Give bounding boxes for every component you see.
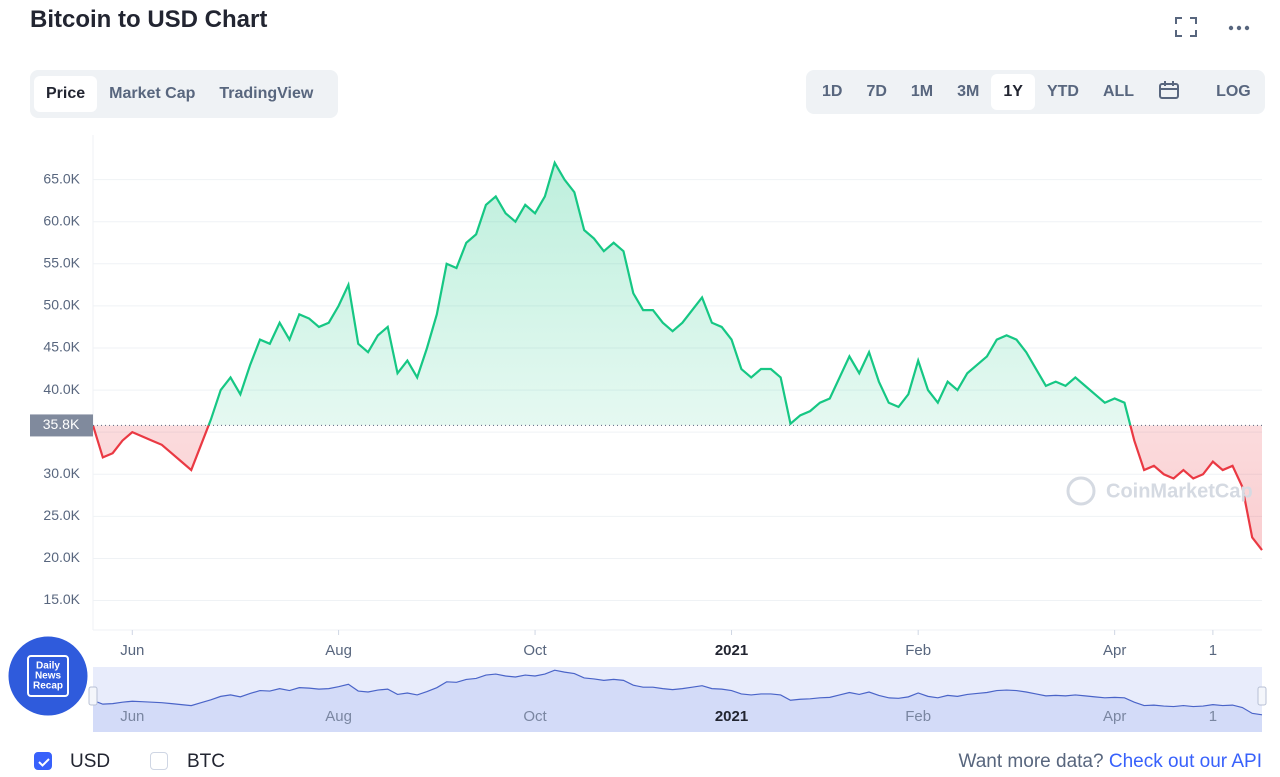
footer: Want more data? Check out our API bbox=[959, 751, 1262, 773]
x-tick-label: 2021 bbox=[715, 642, 748, 659]
range-button[interactable]: 7D bbox=[866, 83, 887, 100]
api-link[interactable]: Check out our API bbox=[1108, 751, 1262, 772]
y-tick-label: 45.0K bbox=[43, 339, 80, 355]
navigator-x-label: Apr bbox=[1103, 708, 1126, 725]
area-up bbox=[208, 162, 1131, 426]
y-tick-label: 25.0K bbox=[43, 507, 80, 523]
tab[interactable]: Market Cap bbox=[109, 85, 196, 102]
btc-label: BTC bbox=[187, 751, 225, 772]
x-tick-label: Feb bbox=[905, 642, 931, 659]
navigator-line bbox=[92, 669, 1263, 716]
badge-text: Daily bbox=[36, 661, 60, 672]
navigator-x-label: 2021 bbox=[715, 708, 748, 725]
y-tick-label: 30.0K bbox=[43, 465, 80, 481]
x-tick-label: Apr bbox=[1103, 642, 1126, 659]
navigator-x-label: 1 bbox=[1209, 708, 1217, 725]
y-tick-label: 50.0K bbox=[43, 297, 80, 313]
usd-checkbox[interactable] bbox=[34, 752, 52, 770]
page-title: Bitcoin to USD Chart bbox=[30, 6, 268, 33]
x-tick-label: Oct bbox=[523, 642, 547, 659]
range-button[interactable]: 3M bbox=[957, 83, 980, 100]
range-button[interactable]: YTD bbox=[1046, 83, 1079, 100]
badge-screen bbox=[27, 655, 69, 697]
tab-group: Price Market Cap TradingView bbox=[30, 70, 338, 118]
y-tick-label: 40.0K bbox=[43, 381, 80, 397]
badge-circle bbox=[5, 633, 91, 719]
reference-box bbox=[30, 414, 93, 437]
range-button[interactable]: 1D bbox=[822, 83, 843, 100]
navigator-area bbox=[93, 670, 1262, 732]
y-tick-label: 55.0K bbox=[43, 255, 80, 271]
badge-text: Recap bbox=[33, 681, 63, 692]
badge-text: News bbox=[35, 671, 62, 682]
navigator-x-label: Feb bbox=[905, 708, 931, 725]
watermark: CoinMarketCap bbox=[1106, 480, 1253, 502]
calendar-button[interactable] bbox=[1146, 71, 1192, 114]
x-tick-label: 1 bbox=[1209, 642, 1217, 659]
tab[interactable]: TradingView bbox=[219, 85, 314, 102]
y-tick-label: 60.0K bbox=[43, 212, 80, 228]
log-button[interactable]: LOG bbox=[1216, 83, 1251, 100]
range-group: 1D 7D 1M 3M 1Y YTD ALL LOG bbox=[806, 70, 1265, 114]
range-button[interactable]: 1M bbox=[910, 83, 934, 100]
range-button[interactable]: 1Y bbox=[991, 74, 1035, 110]
y-tick-label: 20.0K bbox=[43, 549, 80, 565]
reference-label: 35.8K bbox=[43, 416, 80, 432]
btc-checkbox[interactable] bbox=[150, 752, 168, 770]
area-down bbox=[93, 425, 1262, 551]
navigator-handle-right[interactable] bbox=[1257, 686, 1267, 706]
navigator-x-label: Jun bbox=[120, 708, 144, 725]
tab[interactable]: Price bbox=[34, 76, 98, 112]
navigator-handle-left[interactable] bbox=[88, 686, 98, 706]
x-tick-label: Aug bbox=[325, 642, 352, 659]
price-line-up bbox=[93, 160, 1132, 426]
y-tick-label: 15.0K bbox=[43, 591, 80, 607]
usd-label: USD bbox=[70, 751, 111, 772]
range-button[interactable]: ALL bbox=[1102, 83, 1135, 100]
y-tick-label: 65.0K bbox=[43, 170, 80, 186]
x-tick-label: Jun bbox=[120, 642, 144, 659]
watermark-logo bbox=[1066, 476, 1096, 506]
navigator-x-label: Oct bbox=[523, 708, 547, 725]
footer-text: Want more data? bbox=[958, 751, 1104, 772]
navigator-x-label: Aug bbox=[325, 708, 352, 725]
